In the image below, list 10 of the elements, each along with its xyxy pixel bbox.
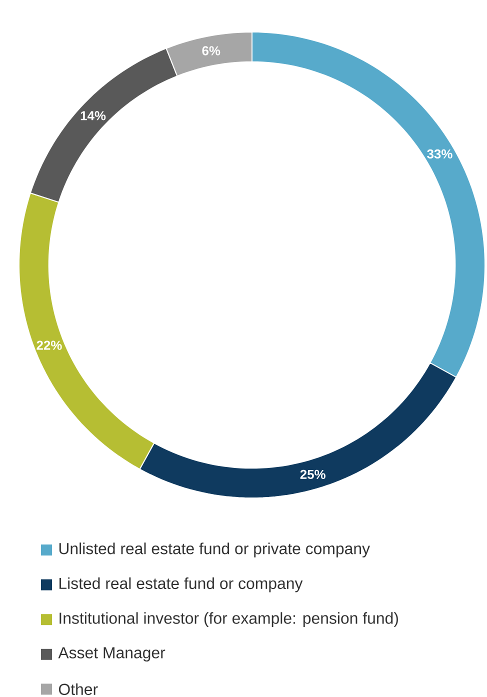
data-label: 33% [427,149,452,159]
legend-label: Unlisted real estate fund or private company [59,542,370,558]
data-label: 14% [80,111,106,120]
data-label: 22% [36,340,62,350]
legend-label: Other [58,683,98,696]
data-label: 25% [300,470,326,479]
legend-label: Listed real estate fund or company [60,577,303,592]
legend-label: Institutional investor (for example: pension fund) [60,612,398,628]
legend-label: Asset Manager [58,647,166,662]
data-label: 6% [202,46,220,56]
